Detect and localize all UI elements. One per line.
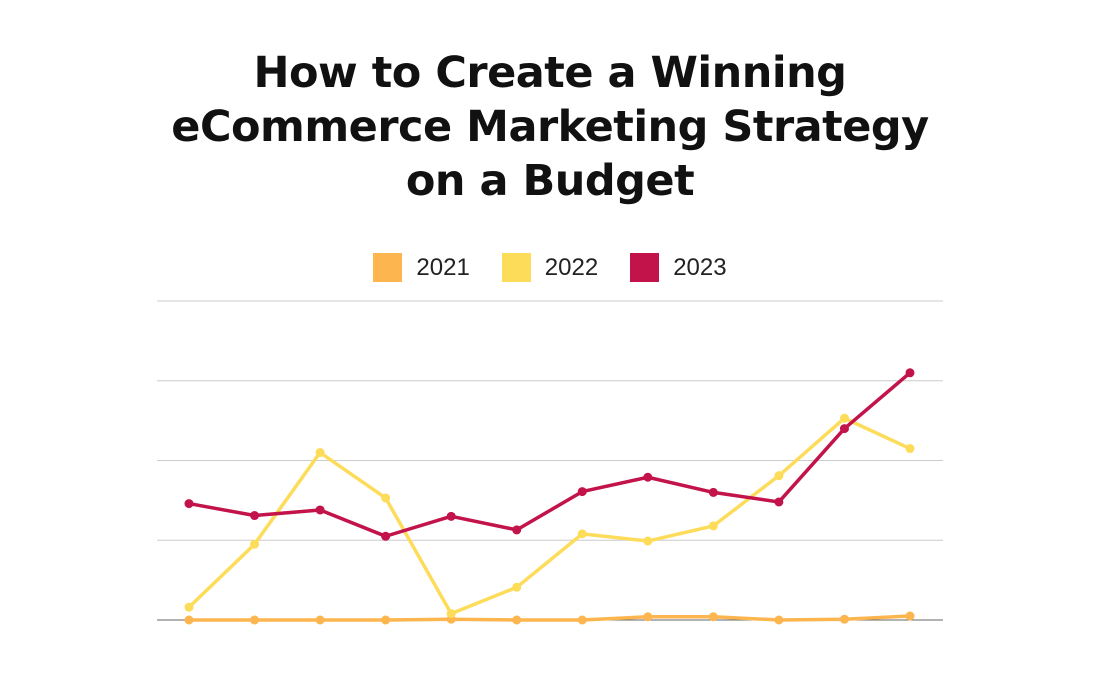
legend-label: 2021 (416, 253, 470, 281)
data-point-2021 (643, 612, 653, 622)
data-point-2021 (905, 611, 915, 621)
legend-item-2021: 2021 (373, 253, 470, 282)
series-line-2022 (187, 416, 911, 616)
data-point-2022 (774, 471, 784, 481)
data-point-2022 (577, 529, 587, 539)
data-point-2022 (643, 536, 653, 546)
data-point-2022 (315, 448, 325, 458)
data-point-2021 (315, 615, 325, 625)
data-point-2022 (184, 602, 194, 612)
data-point-2023 (774, 497, 784, 507)
legend-label: 2022 (544, 253, 599, 281)
data-point-2023 (184, 499, 194, 509)
data-point-2023 (839, 424, 849, 434)
data-point-2023 (577, 487, 587, 497)
series-line-2023 (188, 371, 912, 539)
legend-label: 2023 (673, 253, 727, 281)
data-point-2021 (708, 612, 718, 622)
data-point-2023 (381, 531, 391, 541)
data-point-2021 (577, 615, 587, 625)
data-point-2023 (315, 505, 325, 515)
data-point-2022 (512, 582, 522, 592)
chart-title-line-2: eCommerce Marketing Strategy (171, 102, 929, 152)
data-point-2021 (774, 615, 784, 625)
data-point-2022 (839, 413, 849, 423)
legend: 2021 2022 2023 (0, 253, 1100, 282)
data-point-2023 (512, 525, 522, 535)
data-point-2022 (381, 493, 391, 503)
data-point-2022 (250, 539, 260, 549)
legend-item-2022: 2022 (501, 253, 599, 282)
legend-item-2023: 2023 (630, 253, 727, 282)
data-point-2022 (446, 609, 456, 619)
data-point-2021 (381, 615, 391, 625)
data-point-2021 (512, 615, 522, 625)
data-point-2022 (905, 444, 915, 454)
data-point-2021 (250, 615, 260, 625)
series-line-2021 (189, 614, 911, 622)
data-point-2021 (184, 615, 194, 625)
data-point-2023 (250, 511, 260, 521)
data-point-2022 (708, 521, 718, 531)
data-point-2023 (708, 487, 718, 497)
data-point-2021 (839, 614, 849, 624)
legend-swatch-2023 (630, 253, 660, 282)
data-point-2023 (446, 511, 456, 521)
data-point-2023 (905, 368, 915, 378)
chart-title: How to Create a Winning eCommerce Market… (0, 46, 1100, 208)
chart-title-line-3: on a Budget (405, 156, 695, 206)
legend-swatch-2021 (373, 253, 403, 282)
legend-swatch-2022 (501, 253, 531, 282)
chart-title-line-1: How to Create a Winning (253, 48, 847, 98)
data-point-2023 (643, 472, 653, 482)
